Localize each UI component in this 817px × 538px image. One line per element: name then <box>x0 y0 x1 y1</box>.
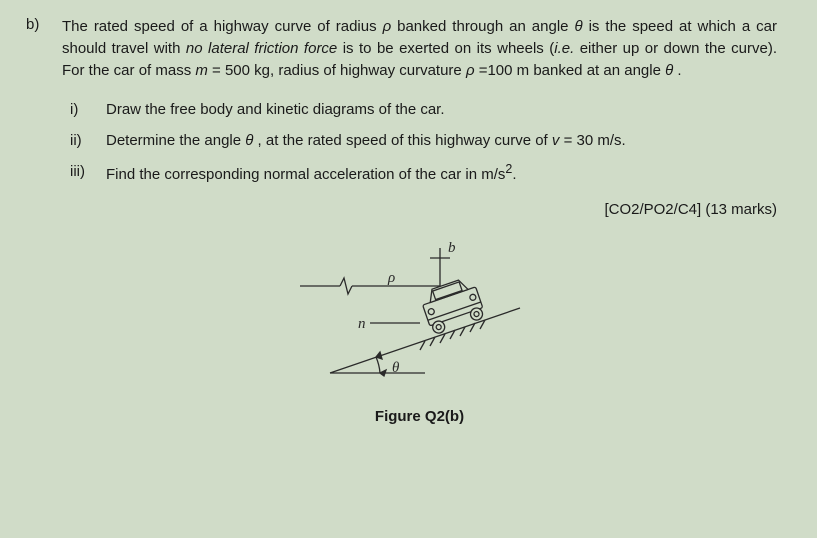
sub-item-ii: ii) Determine the angle θ , at the rated… <box>70 130 777 151</box>
n-label: n <box>358 316 366 332</box>
sub-text: Draw the free body and kinetic diagrams … <box>106 99 445 120</box>
sub-text: Find the corresponding normal accelerati… <box>106 161 517 185</box>
figure-caption: Figure Q2(b) <box>62 408 777 425</box>
sub-item-iii: iii) Find the corresponding normal accel… <box>70 161 777 185</box>
problem-intro: The rated speed of a highway curve of ra… <box>62 16 777 81</box>
figure: ρ b n <box>62 228 777 425</box>
sub-marker: iii) <box>70 161 106 182</box>
problem-b: b) The rated speed of a highway curve of… <box>26 16 777 425</box>
marks-line: [CO2/PO2/C4] (13 marks) <box>62 201 777 218</box>
sub-text: Determine the angle θ , at the rated spe… <box>106 130 626 151</box>
problem-label: b) <box>26 16 62 33</box>
rho-label: ρ <box>387 270 395 286</box>
b-label: b <box>448 240 456 256</box>
sub-list: i) Draw the free body and kinetic diagra… <box>62 99 777 185</box>
sub-item-i: i) Draw the free body and kinetic diagra… <box>70 99 777 120</box>
sub-marker: ii) <box>70 130 106 151</box>
figure-svg: ρ b n <box>270 228 570 398</box>
sub-marker: i) <box>70 99 106 120</box>
problem-body: The rated speed of a highway curve of ra… <box>62 16 777 425</box>
page: b) The rated speed of a highway curve of… <box>0 0 817 441</box>
theta-label: θ <box>392 360 400 376</box>
